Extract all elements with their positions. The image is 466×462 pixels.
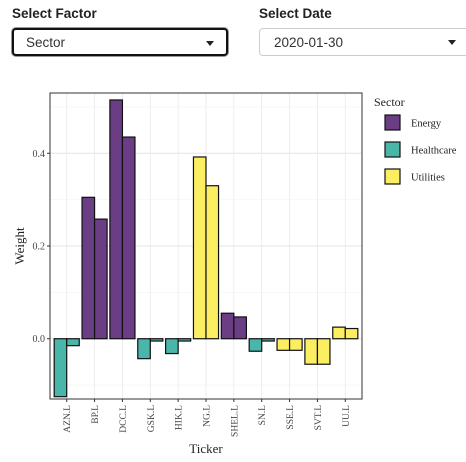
legend-label-energy: Energy [411, 119, 442, 130]
legend-key-energy [384, 114, 401, 131]
x-axis-title: Ticker [189, 441, 223, 456]
bar-azn-l [66, 338, 80, 347]
bar-hik-l [177, 338, 192, 342]
factor-select[interactable]: Sector [12, 28, 228, 56]
bar-bp-l [93, 218, 108, 340]
x-tick-label: AZN.L [63, 405, 73, 433]
bar-sn-l [248, 338, 263, 352]
bar-azn-l [53, 338, 68, 398]
date-select-value: 2020-01-30 [274, 34, 344, 50]
factor-select-value: Sector [26, 34, 66, 50]
x-tick-label: HIK.L [175, 405, 185, 430]
legend-key-utilities [384, 168, 401, 185]
factor-label: Select Factor [12, 6, 97, 21]
x-tick-label: GSK.L [147, 405, 157, 432]
legend-key-healthcare [384, 141, 401, 158]
chevron-down-icon [448, 40, 456, 45]
chevron-down-icon [206, 41, 214, 46]
bar-ng-l [192, 156, 207, 340]
x-tick-label: DCC.L [119, 405, 129, 433]
y-axis-title: Weight [12, 227, 27, 265]
bar-sse-l [288, 338, 303, 351]
x-tick-label: SN.L [258, 405, 268, 426]
y-tick-label: 0.2 [33, 242, 46, 253]
bar-gsk-l [149, 338, 164, 342]
legend-label-healthcare: Healthcare [411, 146, 457, 157]
date-label: Select Date [259, 6, 332, 21]
bar-bp-l [81, 196, 96, 340]
bar-sn-l [261, 338, 275, 342]
x-tick-label: SVT.L [314, 405, 324, 431]
bar-sse-l [276, 338, 291, 351]
y-tick-label: 0.4 [33, 149, 46, 160]
bar-svt-l [304, 338, 319, 365]
x-tick-label: SHEL.L [230, 405, 240, 437]
bar-shel-l [220, 312, 235, 340]
x-tick-label: UU.L [342, 405, 352, 427]
legend-label-utilities: Utilities [411, 173, 445, 184]
x-tick-label: NG.L [203, 405, 213, 427]
bar-dcc-l [121, 136, 136, 340]
x-tick-label: BP.L [91, 405, 101, 424]
y-tick-label: 0.0 [33, 334, 46, 345]
legend-title: Sector [374, 95, 405, 109]
bar-shel-l [233, 316, 247, 340]
date-select[interactable]: 2020-01-30 [259, 28, 466, 56]
x-tick-label: SSE.L [286, 405, 296, 430]
bar-gsk-l [137, 338, 151, 360]
bar-hik-l [165, 338, 179, 355]
bar-uu-l [344, 327, 359, 340]
bar-ng-l [205, 185, 220, 340]
bar-dcc-l [109, 99, 124, 340]
bar-svt-l [316, 338, 331, 365]
bar-uu-l [332, 326, 346, 340]
